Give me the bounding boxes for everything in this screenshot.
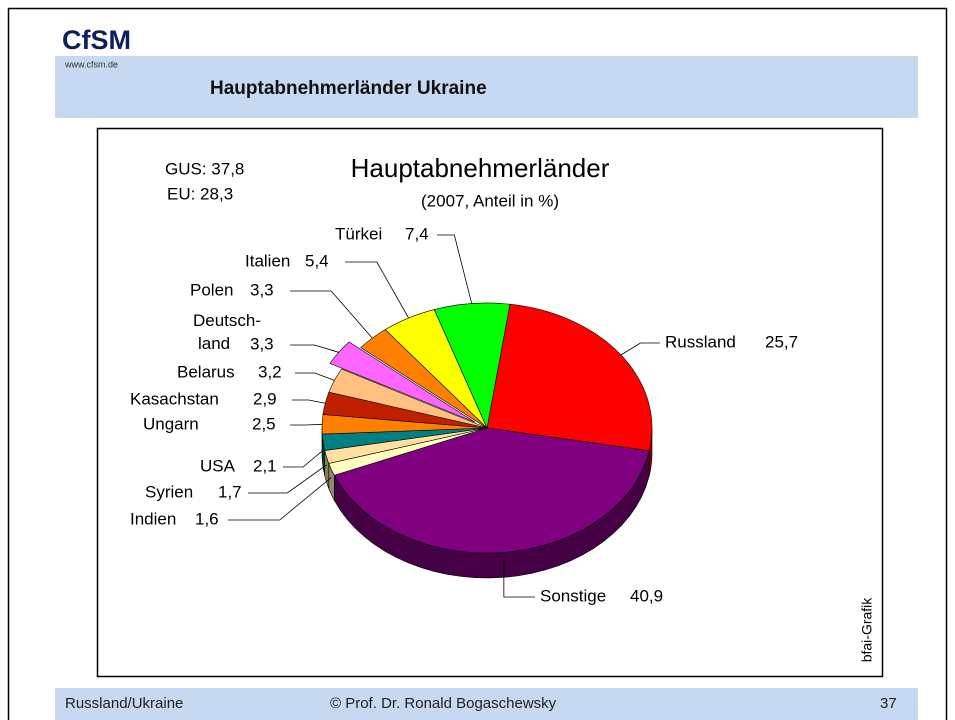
category-label: USA [200,456,236,475]
category-label: Türkei [335,224,382,243]
value-label: 2,5 [252,414,276,433]
value-label: 3,3 [250,280,274,299]
slice [328,368,488,429]
leader-line [283,450,324,468]
category-label: Indien [130,509,176,528]
leader-line [620,342,660,356]
leader-line [248,464,327,494]
value-label: 3,2 [258,362,282,381]
value-label: 2,9 [253,389,277,408]
footer-center: © Prof. Dr. Ronald Bogaschewsky [330,695,557,712]
category-label: Ungarn [143,414,199,433]
category-label-line: Deutsch- [193,311,261,330]
annotation: GUS: 37,8 [165,159,244,178]
website: www.cfsm.de [64,59,118,69]
page-number: 37 [880,695,897,712]
leader-line [503,560,535,598]
slide-title: Hauptabnehmerländer Ukraine [210,78,487,99]
category-label: Kasachstan [130,389,219,408]
footer-band [55,688,918,720]
leader-line [345,261,409,319]
slide-border [7,7,948,720]
value-label: 25,7 [765,332,798,351]
category-label: Polen [190,280,233,299]
value-label: 1,6 [195,509,219,528]
header-band [55,56,918,118]
footer-left: Russland/Ukraine [65,695,183,712]
slice [329,341,476,423]
chart-subtitle: (2007, Anteil in %) [421,191,559,210]
value-label: 2,1 [253,456,277,475]
category-label: Syrien [145,482,193,501]
source: bfai-Grafik [859,597,875,663]
category-label: Deutsch-land [193,311,261,353]
slice [486,303,653,452]
logo: CfSM [62,25,131,55]
category-label-line: land [198,334,230,353]
category-label: Sonstige [540,586,606,605]
category-label: Italien [245,251,290,270]
value-label: 7,4 [405,224,429,243]
chart-title: Hauptabnehmerländer [351,153,610,183]
value-label: 5,4 [305,251,329,270]
value-label: 3,3 [250,334,274,353]
leader-line [290,344,339,353]
leader-line [437,234,473,304]
category-label: Belarus [177,362,235,381]
value-label: 40,9 [630,586,663,605]
leader-line [292,399,326,404]
leader-line [290,423,323,426]
leader-line [228,477,332,521]
leader-line [290,290,373,339]
category-label: Russland [665,332,736,351]
slice [333,427,650,554]
leader-line [295,372,335,381]
annotation: EU: 28,3 [167,184,233,203]
value-label: 1,7 [218,482,242,501]
